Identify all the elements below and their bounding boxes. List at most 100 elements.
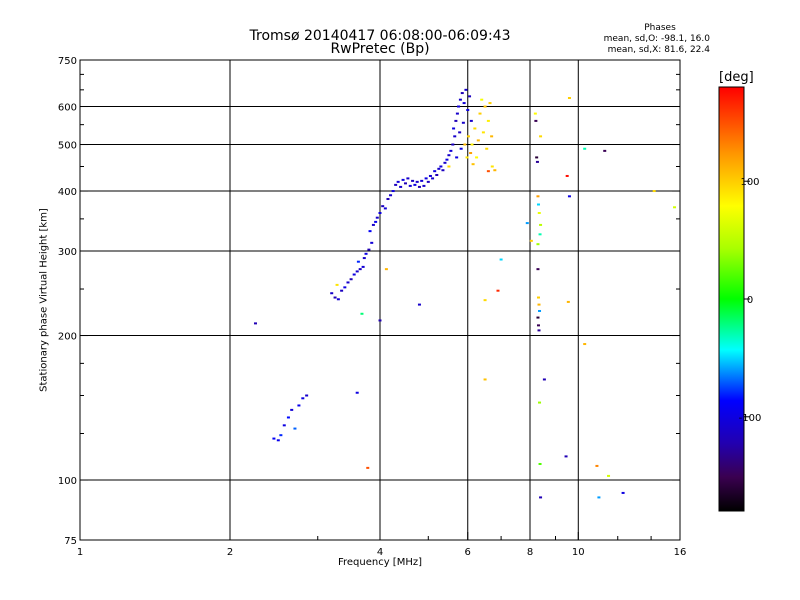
data-point <box>370 241 374 244</box>
data-point <box>536 268 540 271</box>
data-point <box>463 143 467 146</box>
x-tick-label: 16 <box>674 547 687 558</box>
data-point <box>483 299 487 302</box>
data-point <box>433 170 437 173</box>
data-point <box>355 391 359 394</box>
data-point <box>459 147 463 150</box>
chart-subtitle: RwPretec (Bp) <box>330 41 430 57</box>
data-point <box>371 223 375 226</box>
data-point <box>652 190 656 193</box>
data-point <box>565 174 569 177</box>
data-point <box>378 319 382 322</box>
y-tick-label: 600 <box>58 103 77 114</box>
data-point <box>493 169 497 172</box>
data-point <box>535 156 539 159</box>
x-axis-label: Frequency [MHz] <box>337 557 423 568</box>
data-point <box>583 343 587 346</box>
data-point <box>413 183 417 186</box>
data-point <box>542 378 546 381</box>
colorbar-tick-label: -100 <box>739 413 762 424</box>
data-point <box>566 300 570 303</box>
data-point <box>454 119 458 122</box>
data-point <box>567 97 571 100</box>
data-point <box>466 109 470 112</box>
data-point <box>458 131 462 134</box>
data-point <box>428 174 432 177</box>
colorbar-tick-label: 0 <box>747 295 753 306</box>
data-point <box>449 149 453 152</box>
data-point <box>538 309 542 312</box>
x-tick-label: 10 <box>572 547 585 558</box>
data-point <box>333 296 337 299</box>
data-point <box>597 496 601 499</box>
data-point <box>399 185 403 188</box>
data-point <box>445 158 449 161</box>
data-point <box>485 147 489 150</box>
data-point <box>346 281 350 284</box>
data-point <box>464 88 468 91</box>
data-point <box>276 439 280 442</box>
data-point <box>451 143 455 146</box>
data-point <box>539 135 543 138</box>
data-point <box>406 177 410 180</box>
data-point <box>424 177 428 180</box>
data-point <box>437 167 441 170</box>
data-point <box>455 112 459 115</box>
data-point <box>468 95 472 98</box>
data-point <box>360 312 364 315</box>
data-point <box>465 156 469 159</box>
data-point <box>483 105 487 108</box>
data-point <box>394 183 398 186</box>
data-point <box>403 182 407 185</box>
data-point <box>355 270 359 273</box>
data-point <box>476 139 480 142</box>
data-point <box>564 455 568 458</box>
data-point <box>537 303 541 306</box>
data-point <box>439 165 443 168</box>
data-point <box>490 165 494 168</box>
data-point <box>471 163 475 166</box>
data-point <box>253 322 257 325</box>
axis-ticks: 1 2 4 6 8 10 16 75 100 200 300 400 500 600 750 <box>58 56 686 558</box>
data-point <box>595 464 599 467</box>
data-point <box>539 496 543 499</box>
data-point <box>607 474 611 477</box>
data-point <box>336 298 340 301</box>
data-point <box>567 195 571 198</box>
data-point <box>536 296 540 299</box>
data-point <box>356 260 360 263</box>
x-tick-label: 1 <box>77 547 83 558</box>
data-point <box>386 198 390 201</box>
x-tick-label: 6 <box>465 547 471 558</box>
data-point <box>621 491 625 494</box>
data-point <box>374 220 378 223</box>
data-point <box>481 131 485 134</box>
data-point <box>401 178 405 181</box>
data-point <box>534 119 538 122</box>
data-point <box>462 102 466 105</box>
data-point <box>469 119 473 122</box>
data-point <box>473 127 477 130</box>
colorbar-tick-label: 100 <box>740 177 759 188</box>
data-point <box>408 184 412 187</box>
data-point <box>417 303 421 306</box>
data-point <box>358 268 362 271</box>
colorbar <box>718 86 745 512</box>
data-point <box>470 143 474 146</box>
data-point <box>536 203 540 206</box>
y-tick-label: 400 <box>58 187 77 198</box>
data-point <box>457 105 461 108</box>
x-tick-label: 2 <box>227 547 233 558</box>
data-point <box>340 289 344 292</box>
data-point <box>499 258 503 261</box>
x-tick-label: 8 <box>527 547 533 558</box>
data-point <box>455 156 459 159</box>
data-point <box>475 156 479 159</box>
data-point <box>366 466 370 469</box>
data-point <box>411 179 415 182</box>
data-point <box>496 289 500 292</box>
data-point <box>426 180 430 183</box>
data-point <box>536 243 540 246</box>
data-point <box>490 135 494 138</box>
